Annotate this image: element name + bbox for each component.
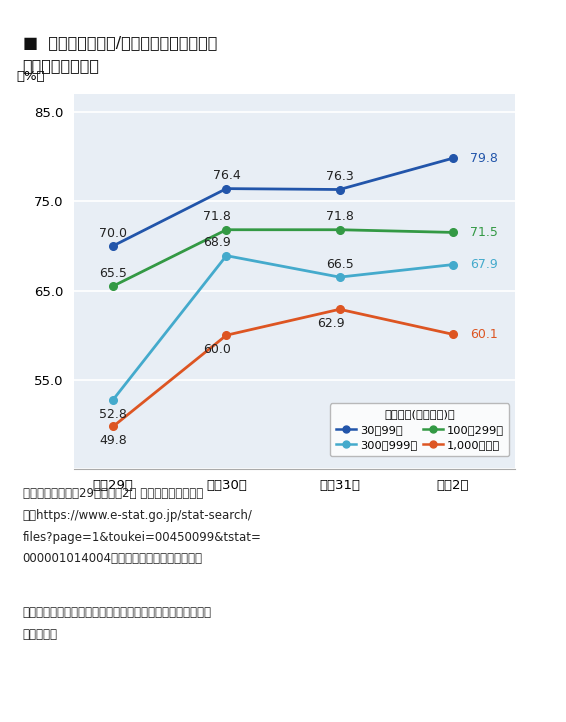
Text: files?page=1&toukei=00450099&tstat=: files?page=1&toukei=00450099&tstat=: [23, 531, 261, 544]
Text: 70.0: 70.0: [99, 227, 127, 240]
Text: 79.8: 79.8: [470, 152, 498, 165]
Text: 60.1: 60.1: [470, 328, 498, 341]
Text: （＊）　傷病休暠、療養休暠など名称は企業によって異なり: （＊） 傷病休暠、療養休暠など名称は企業によって異なり: [23, 606, 212, 619]
Text: 67.9: 67.9: [470, 258, 498, 271]
Text: 49.8: 49.8: [99, 435, 127, 448]
Text: （https://www.e-stat.go.jp/stat-search/: （https://www.e-stat.go.jp/stat-search/: [23, 509, 252, 522]
Text: 厕生労働省「平成29年～令和2年 就労条件総合調査」: 厕生労働省「平成29年～令和2年 就労条件総合調査」: [23, 487, 203, 500]
Text: 60.0: 60.0: [203, 343, 231, 356]
Text: 企業割合の推移: 企業割合の推移: [23, 58, 100, 73]
Text: （%）: （%）: [16, 69, 45, 82]
Text: ■  病気休暠（有給/無給は問わず）がない: ■ 病気休暠（有給/無給は問わず）がない: [23, 35, 217, 50]
Text: 71.8: 71.8: [203, 211, 231, 224]
Text: 68.9: 68.9: [203, 236, 231, 249]
Text: 71.5: 71.5: [470, 226, 498, 239]
Text: 62.9: 62.9: [317, 318, 344, 331]
Text: 000001014004）　をもとにアフラック作成: 000001014004） をもとにアフラック作成: [23, 552, 203, 565]
Text: 66.5: 66.5: [325, 258, 354, 271]
Text: 65.5: 65.5: [99, 267, 127, 280]
Legend: 30～99人, 300～999人, 100～299人, 1,000人以上: 30～99人, 300～999人, 100～299人, 1,000人以上: [330, 404, 509, 456]
Text: 76.4: 76.4: [212, 170, 241, 183]
Text: ます。: ます。: [23, 628, 58, 641]
Text: 71.8: 71.8: [325, 211, 354, 224]
Text: 76.3: 76.3: [325, 170, 354, 183]
Text: 52.8: 52.8: [99, 408, 127, 421]
